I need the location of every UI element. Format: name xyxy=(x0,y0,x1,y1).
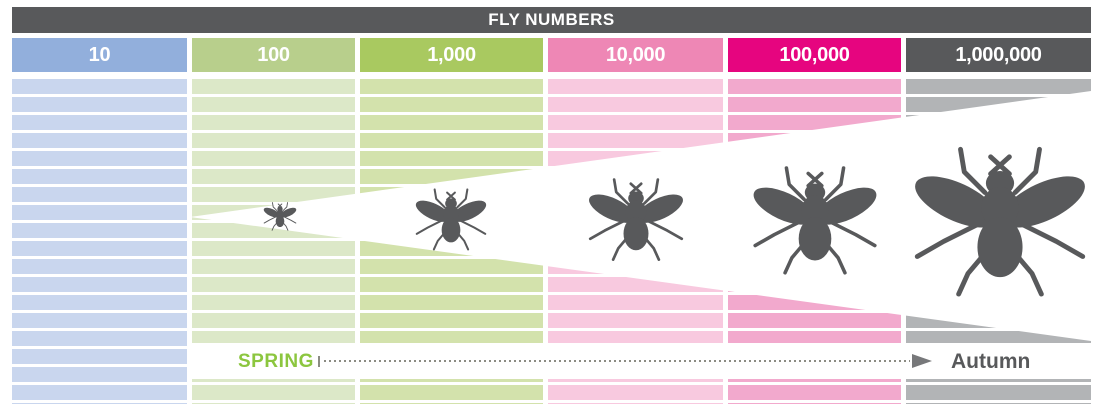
spring-label: SPRING xyxy=(238,351,314,372)
column-header-1000000: 1,000,000 xyxy=(906,38,1091,72)
arrow-right-icon xyxy=(912,354,932,368)
timeline-dotted-line xyxy=(324,360,910,362)
column-label: 100,000 xyxy=(779,43,850,66)
column-header-1000: 1,000 xyxy=(360,38,543,72)
fly-icon-100000 xyxy=(747,158,883,276)
column-label: 1,000 xyxy=(427,43,476,66)
column-label: 10 xyxy=(88,43,111,66)
fly-icon-100 xyxy=(262,200,298,231)
autumn-label: Autumn xyxy=(951,350,1031,373)
column-header-100: 100 xyxy=(192,38,355,72)
fly-icon-1000000 xyxy=(906,136,1094,298)
page-title: FLY NUMBERS xyxy=(488,10,615,29)
column-stripes-10 xyxy=(12,76,187,404)
column-label: 10,000 xyxy=(605,43,666,66)
column-label: 100 xyxy=(257,43,290,66)
fly-icon-10000 xyxy=(584,172,688,262)
column-10: 10 xyxy=(12,38,187,404)
column-header-100000: 100,000 xyxy=(728,38,901,72)
column-header-10000: 10,000 xyxy=(548,38,723,72)
column-label: 1,000,000 xyxy=(955,43,1042,66)
fly-icon-1000 xyxy=(412,184,490,251)
column-header-10: 10 xyxy=(12,38,187,72)
timeline-start-tick-icon xyxy=(318,356,320,367)
title-bar: FLY NUMBERS xyxy=(12,7,1091,33)
